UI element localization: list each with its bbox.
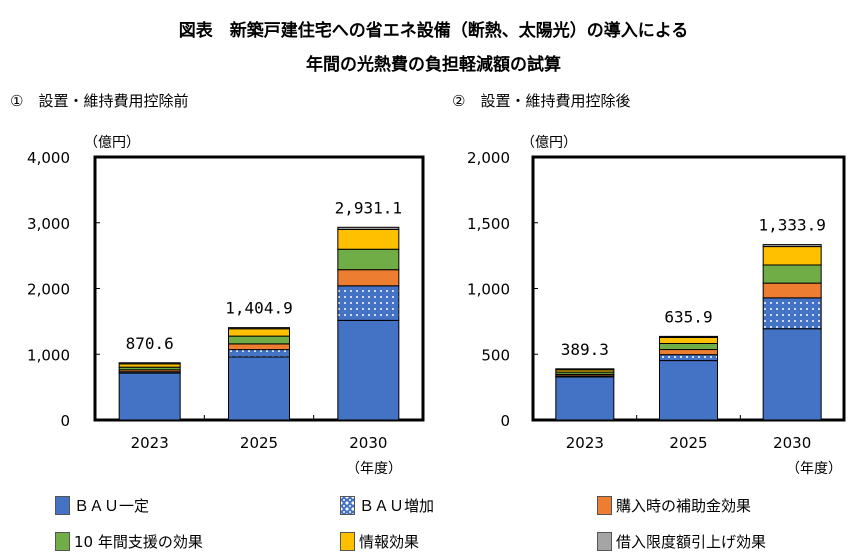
y-tick-label: 3,000 (27, 215, 70, 233)
legend-label: 10 年間支援の効果 (74, 533, 203, 551)
y-tick-label: 500 (481, 346, 510, 364)
bar-segment (337, 228, 400, 250)
total-label: 1,333.9 (758, 216, 825, 235)
y-tick-label: 4,000 (27, 149, 70, 167)
total-label: 870.6 (126, 334, 174, 353)
bar-segment (762, 297, 822, 330)
legend-swatch (340, 532, 355, 551)
bar-segment (228, 343, 290, 351)
y-tick-label: 2,000 (467, 149, 510, 167)
bar-segment (228, 349, 290, 358)
legend-swatch (340, 496, 355, 515)
bar-segment (337, 319, 400, 421)
y-tick-label: 1,000 (27, 346, 70, 364)
chart2-title: ② 設置・維持費用控除後 (452, 92, 631, 110)
chart1-unit: （億円） (84, 135, 140, 151)
bar-segment (337, 269, 400, 287)
bar-segment (659, 354, 718, 362)
bar-segment (762, 264, 822, 284)
bar-segment (228, 327, 290, 330)
legend-swatch (55, 496, 70, 515)
legend-item-bau-fixed: ＢＡＵ一定 (55, 495, 149, 516)
bar-segment (228, 356, 290, 421)
bar-segment (118, 372, 181, 421)
legend-swatch (55, 532, 70, 551)
legend-swatch (597, 532, 612, 551)
legend-label: 借入限度額引上げ効果 (616, 533, 767, 551)
chart2-year-unit: （年度） (786, 461, 842, 477)
chart2-unit: （億円） (521, 135, 577, 151)
bar-segment (659, 342, 718, 351)
chart1-title: ① 設置・維持費用控除前 (10, 92, 189, 110)
y-tick-label: 0 (500, 412, 510, 430)
total-label: 635.9 (664, 307, 712, 326)
bar-segment (337, 248, 400, 271)
x-tick-label: 2030 (773, 434, 811, 452)
bar-segment (762, 328, 822, 421)
legend-item-10yr-support: 10 年間支援の効果 (55, 531, 203, 552)
bar-segment (659, 349, 718, 356)
figure-title-line2: 年間の光熱費の負担軽減額の試算 (306, 55, 561, 75)
bar-segment (555, 376, 615, 421)
y-tick-label: 2,000 (27, 281, 70, 299)
legend-item-borrowing-limit: 借入限度額引上げ効果 (597, 531, 766, 552)
y-tick-label: 0 (60, 412, 70, 430)
chart1-year-unit: （年度） (346, 461, 402, 477)
bar-segment (337, 285, 400, 321)
bar-segment (659, 336, 718, 344)
legend-item-subsidy: 購入時の補助金効果 (597, 495, 751, 516)
y-tick-label: 1,000 (467, 281, 510, 299)
x-tick-label: 2025 (240, 434, 278, 452)
x-tick-label: 2023 (566, 434, 604, 452)
bar-segment (762, 282, 822, 299)
bar-segment (659, 360, 718, 421)
bar-segment (228, 328, 290, 337)
bar-segment (337, 226, 400, 230)
legend-label: ＢＡＵ増加 (359, 497, 435, 515)
y-tick-label: 1,500 (467, 215, 510, 233)
x-tick-label: 2030 (349, 434, 387, 452)
bar-segment (118, 362, 181, 365)
legend-label: 購入時の補助金効果 (616, 497, 752, 515)
legend-label: 情報効果 (359, 533, 420, 551)
bar-segment (228, 335, 290, 345)
total-label: 1,404.9 (225, 299, 292, 318)
total-label: 2,931.1 (335, 198, 402, 217)
legend-swatch (597, 496, 612, 515)
bar-segment (762, 244, 822, 248)
x-tick-label: 2023 (131, 434, 169, 452)
total-label: 389.3 (561, 340, 609, 359)
x-tick-label: 2025 (669, 434, 707, 452)
legend-item-bau-increase: ＢＡＵ増加 (340, 495, 434, 516)
figure-title-line1: 図表 新築戸建住宅への省エネ設備（断熱、太陽光）の導入による (178, 21, 689, 41)
bar-segment (762, 246, 822, 266)
legend-item-information: 情報効果 (340, 531, 419, 552)
bar-segment (555, 368, 615, 371)
legend-label: ＢＡＵ一定 (74, 497, 150, 515)
bar-segment (659, 335, 718, 338)
